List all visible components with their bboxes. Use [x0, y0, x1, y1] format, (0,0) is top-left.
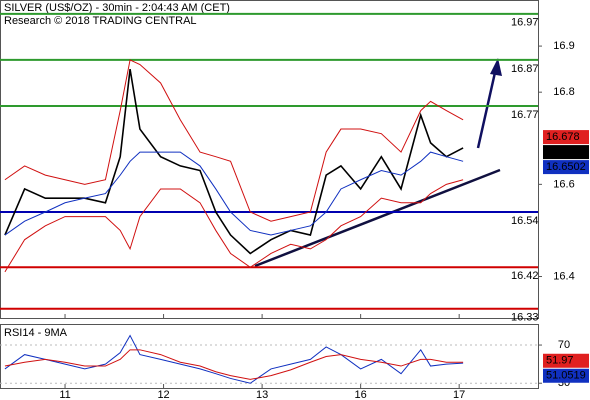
series-line	[4, 179, 464, 273]
series-line	[4, 334, 464, 384]
series-line	[4, 59, 464, 222]
y-tick-label: 16.8	[553, 86, 574, 98]
price-tag-box	[543, 353, 589, 368]
price-tag-label: 16.6502	[546, 161, 586, 173]
x-tick-label: 16	[355, 389, 367, 400]
price-frame	[0, 0, 539, 319]
x-tick-label: 13	[256, 389, 268, 400]
price-tag-box	[543, 160, 589, 175]
x-tick-label: 11	[59, 389, 70, 400]
price-tag-label: 16.678	[546, 131, 580, 143]
level-label: 16.54	[511, 215, 539, 227]
y-tick-label: 16.9	[553, 40, 574, 52]
y-tick-label: 70	[558, 339, 570, 351]
arrow-head	[490, 58, 502, 76]
trend-line	[254, 168, 501, 268]
price-tag-label: 16.67	[546, 146, 574, 158]
price-tag-box	[543, 145, 589, 160]
y-tick-label: 16.6	[553, 178, 574, 190]
price-tag-label: 51.97	[546, 355, 574, 367]
series-line	[4, 151, 464, 236]
level-label: 16.42	[511, 270, 539, 282]
price-tag-box	[543, 130, 589, 145]
level-label: 16.77	[511, 109, 539, 121]
level-label: 16.97	[511, 17, 539, 29]
series-line	[4, 69, 464, 255]
chart-title: SILVER (US$/OZ) - 30min - 2:04:43 AM (CE…	[4, 2, 230, 14]
level-label: 16.87	[511, 63, 539, 75]
level-label: 16.33	[511, 312, 539, 324]
x-tick-label: 12	[157, 389, 169, 400]
x-tick-label: 17	[453, 389, 465, 400]
chart-subtitle: Research © 2018 TRADING CENTRAL	[4, 15, 197, 27]
price-tag-label: 51.0519	[546, 370, 586, 382]
arrow-shaft	[476, 67, 498, 149]
rsi-frame	[0, 324, 539, 389]
rsi-title: RSI14 - 9MA	[4, 327, 68, 339]
y-tick-label: 16.4	[553, 270, 574, 282]
price-tag-box	[543, 368, 589, 383]
series-line	[4, 349, 464, 380]
